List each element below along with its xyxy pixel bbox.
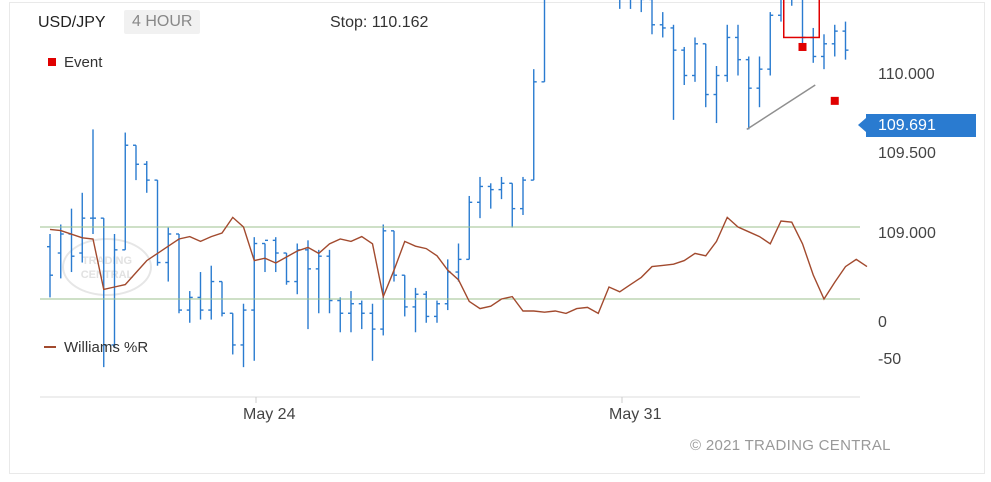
watermark-logo: TRADING CENTRAL <box>62 238 152 296</box>
williams-legend-label: Williams %R <box>64 339 149 356</box>
pattern-highlight-box <box>783 0 820 39</box>
event-legend-label: Event <box>64 54 103 71</box>
chart-frame <box>9 2 985 474</box>
y-tick-109500: 109.500 <box>878 145 936 162</box>
y-tick-110000: 110.000 <box>878 66 935 83</box>
williams-legend: Williams %R <box>44 339 148 356</box>
williams-line <box>49 216 868 315</box>
event-legend-swatch <box>48 58 56 66</box>
event-marker <box>798 42 807 51</box>
current-price-tag: 109.691 <box>858 114 976 137</box>
x-tick-may-24: May 24 <box>243 406 296 423</box>
event-marker <box>830 96 839 105</box>
timeframe-badge[interactable]: 4 HOUR <box>124 10 201 34</box>
y-tick-109000: 109.000 <box>878 225 936 242</box>
wr-tick-0: 0 <box>878 314 887 331</box>
event-legend: Event <box>48 54 102 71</box>
wr-tick-minus50: -50 <box>878 351 902 368</box>
williams-legend-swatch <box>44 346 56 348</box>
watermark-text: TRADING CENTRAL <box>80 255 134 281</box>
channel-lower-line <box>746 84 816 131</box>
copyright: © 2021 TRADING CENTRAL <box>690 437 891 454</box>
stop-label: Stop: 110.162 <box>330 14 429 31</box>
symbol-label: USD/JPY <box>38 14 106 31</box>
x-tick-may-31: May 31 <box>609 406 662 423</box>
